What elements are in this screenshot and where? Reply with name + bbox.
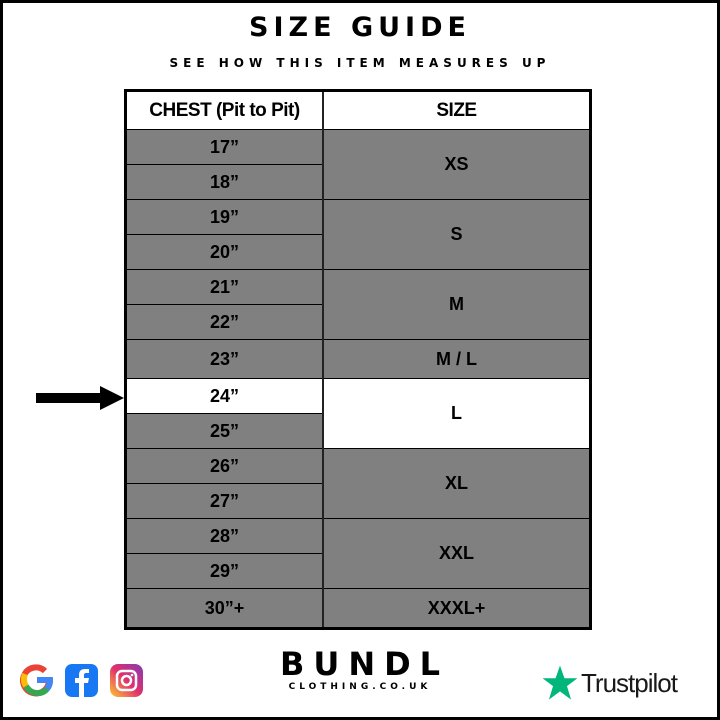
header-chest: CHEST (Pit to Pit) [125, 90, 324, 130]
size-cell: XXL [322, 518, 591, 589]
chest-cell: 18” [125, 164, 324, 200]
trustpilot-star-icon [542, 665, 578, 700]
table-row: 21” M [125, 269, 591, 340]
chest-cell: 30”+ [125, 588, 324, 629]
chest-cell: 28” [125, 518, 324, 554]
brand-url: CLOTHING.CO.UK [288, 682, 432, 692]
size-table: CHEST (Pit to Pit) SIZE 17” XS 18” 19” S 20” 2… [124, 89, 592, 630]
page-title: SIZE GUIDE [249, 12, 471, 43]
table-row: 20” [125, 234, 591, 270]
table-row: 26” XL [125, 448, 591, 519]
size-cell: L [322, 378, 591, 449]
table-row: 29” [125, 553, 591, 589]
page-subtitle: SEE HOW THIS ITEM MEASURES UP [169, 56, 551, 70]
size-cell: M / L [322, 339, 591, 379]
facebook-icon[interactable] [65, 664, 98, 697]
table-row: 30”+ XXXL+ [125, 588, 591, 629]
size-cell: XXXL+ [322, 588, 591, 629]
instagram-icon[interactable] [110, 664, 143, 697]
chest-cell: 26” [125, 448, 324, 484]
chest-cell: 25” [125, 413, 324, 449]
size-cell: S [322, 199, 591, 270]
size-cell: XL [322, 448, 591, 519]
table-row: 28” XXL [125, 518, 591, 589]
table-header-row: CHEST (Pit to Pit) SIZE [125, 90, 591, 130]
chest-cell: 17” [125, 129, 324, 165]
chest-cell: 20” [125, 234, 324, 270]
chest-cell: 21” [125, 269, 324, 305]
header-size: SIZE [322, 90, 591, 130]
arrow-right-icon [36, 386, 124, 410]
table-row: 25” [125, 413, 591, 449]
google-icon[interactable] [20, 664, 53, 697]
chest-cell: 22” [125, 304, 324, 340]
social-icons [20, 664, 143, 697]
table-row: 27” [125, 483, 591, 519]
size-cell: XS [322, 129, 591, 200]
chest-cell: 19” [125, 199, 324, 235]
trustpilot-label: Trustpilot [581, 667, 678, 698]
brand-logo: BUNDL CLOTHING.CO.UK [270, 648, 450, 692]
table-row: 17” XS [125, 129, 591, 200]
chest-cell: 23” [125, 339, 324, 379]
table-row: 19” S [125, 199, 591, 270]
table-row: 23” M / L [125, 339, 591, 379]
chest-cell: 29” [125, 553, 324, 589]
table-row: 24” L [125, 378, 591, 449]
size-cell: M [322, 269, 591, 340]
chest-cell: 24” [125, 378, 324, 414]
brand-name: BUNDL [279, 645, 450, 683]
trustpilot-logo[interactable]: Trustpilot [541, 664, 678, 702]
chest-cell: 27” [125, 483, 324, 519]
table-row: 22” [125, 304, 591, 340]
